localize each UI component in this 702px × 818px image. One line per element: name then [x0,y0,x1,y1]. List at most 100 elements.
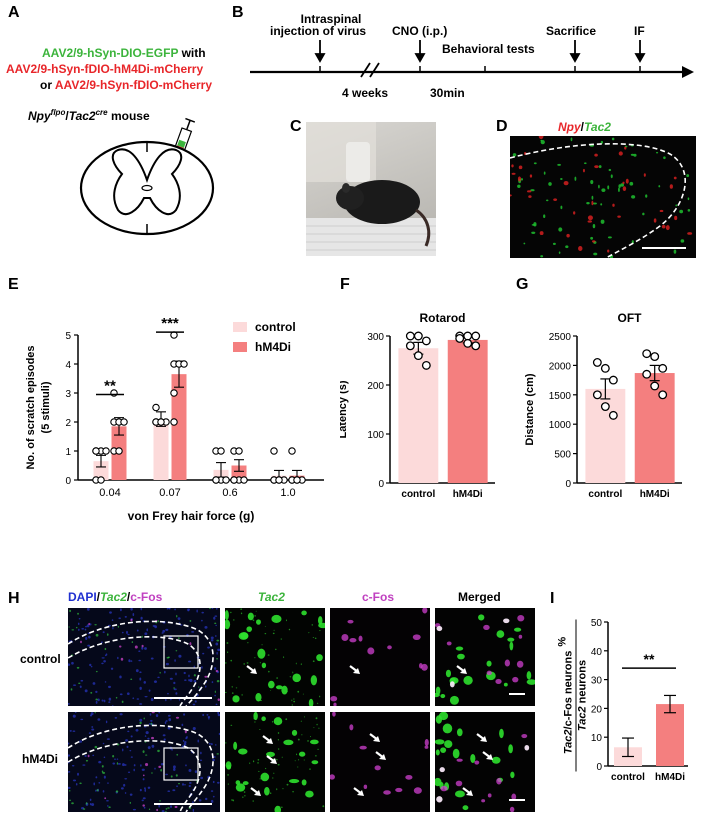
cell [332,712,336,717]
cell [503,682,508,687]
cell [608,168,612,172]
row-label-hm4di: hM4Di [22,752,58,766]
cell [243,791,246,793]
cell [297,766,299,768]
cell [201,666,203,669]
col-header-merge: DAPI/Tac2/c-Fos [68,590,163,604]
cell [185,737,187,740]
cell [280,806,283,808]
cell [659,209,664,213]
cell [309,768,311,771]
cell [275,685,283,690]
cell [153,680,157,684]
cell [90,712,94,716]
cell [665,225,670,231]
data-point [658,390,668,400]
cell [194,700,197,703]
cell [232,799,235,802]
cell [200,776,204,780]
cell [150,657,154,660]
cell [175,716,180,719]
cell [69,799,72,801]
cell [130,660,133,662]
cell [367,647,375,655]
cell [486,660,492,667]
cell [643,173,646,177]
cell [91,803,95,806]
cell [79,740,83,743]
y-tick-label: 30 [591,676,603,687]
y-tick-label: 500 [554,450,571,461]
cell [283,656,285,659]
cell [578,246,583,252]
cell [600,219,605,224]
cell [181,723,184,727]
cell [147,746,151,750]
cell [175,692,178,695]
cell [289,676,292,678]
cell [189,678,193,683]
cell [316,654,323,662]
y-axis-label-2: (5 stimuli) [40,381,52,433]
cell [122,763,125,767]
cell [590,236,594,240]
cell [85,759,89,762]
cell [77,622,80,626]
cell [215,703,218,706]
cell [214,667,217,670]
cell [210,790,214,792]
cell [141,644,144,648]
data-point [471,331,481,341]
cell [129,793,133,796]
y-tick-label: 10 [591,733,603,744]
cell [548,182,552,186]
cell [543,214,546,219]
cell [127,633,130,636]
cell [395,787,403,793]
cell [156,808,159,812]
cell [274,617,276,620]
data-point [293,476,301,484]
cell [618,187,620,193]
cell [101,657,105,659]
cell [163,670,166,674]
cell [208,742,211,745]
micrograph-hm4di-merged [435,712,535,812]
cell [611,137,615,141]
cell [174,608,176,611]
cell [68,663,71,666]
panel-label-h: H [8,590,20,607]
cell [264,626,266,627]
cell [268,670,270,673]
cell [405,774,413,780]
cell [116,758,119,760]
data-point [270,447,278,455]
data-point [170,418,178,426]
data-point [600,363,610,373]
cell [139,788,142,792]
cell [435,692,440,698]
cell [292,673,302,683]
data-point [455,334,465,343]
data-point [170,389,178,397]
cell [359,745,367,750]
cell [518,634,523,639]
cell [454,790,465,798]
cell [145,754,148,756]
cell [201,619,203,622]
cell [72,730,76,733]
cell [106,800,109,802]
cell [687,197,690,201]
cell [211,681,214,684]
cell [142,804,145,807]
cell [192,703,196,706]
x-tick-label: hM4Di [640,489,670,500]
cell [292,790,294,793]
cell [118,617,121,620]
cell [112,705,114,706]
cell [252,760,255,763]
x-axis-label: von Frey hair force (g) [128,509,255,523]
cell [162,734,166,737]
lamina-boundary [68,740,201,812]
lamina-boundary [510,143,686,258]
